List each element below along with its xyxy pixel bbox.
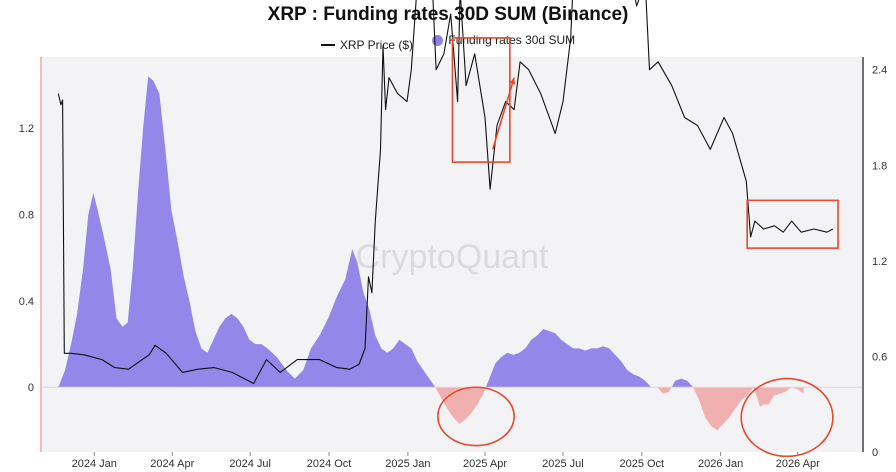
watermark: CryptoQuant (356, 238, 549, 276)
x-tick-label: 2025 Jan (385, 458, 430, 470)
annotation-box (451, 37, 511, 163)
legend-label-funding: Funding rates 30d SUM (448, 33, 576, 47)
x-tick-label: 2024 Apr (150, 458, 194, 470)
x-tick-label: 2024 Jul (229, 458, 271, 470)
annotation-arrow-head (509, 77, 516, 85)
y-left-tick-label: 1.2 (19, 123, 34, 135)
y-right-tick-label: 1.2 (872, 256, 887, 268)
funding-area-positive (58, 76, 804, 388)
x-tick-label: 2025 Apr (463, 458, 507, 470)
funding-area-negative (435, 387, 804, 431)
annotation-ellipse (437, 386, 515, 447)
legend-item-funding[interactable]: Funding rates 30d SUM (432, 33, 575, 47)
y-left-tick-label: 0.4 (19, 296, 34, 308)
legend-item-price[interactable]: XRP Price ($) (320, 37, 414, 52)
x-tick-label: 2024 Oct (307, 458, 352, 470)
x-tick-label: 2026 Apr (776, 458, 820, 470)
y-left-tick-label: 0.8 (19, 210, 34, 222)
annotation-box (746, 199, 839, 249)
price-line (57, 0, 834, 385)
annotation-arrow-shaft (491, 77, 515, 150)
y-left-tick-label: 0 (28, 382, 34, 394)
x-tick-label: 2024 Jan (72, 458, 117, 470)
legend-dot-swatch (432, 34, 444, 46)
legend-label-price: XRP Price ($) (339, 37, 414, 52)
y-right-tick-label: 0 (872, 447, 878, 459)
y-right-tick-label: 2.4 (872, 65, 887, 77)
legend: XRP Price ($) Funding rates 30d SUM (0, 33, 896, 52)
y-right-tick-label: 0.6 (872, 351, 887, 363)
y-right-tick-label: 1.8 (872, 160, 887, 172)
legend-line-swatch (320, 43, 335, 46)
x-tick-label: 2026 Jan (698, 458, 743, 470)
x-tick-label: 2025 Oct (619, 458, 664, 470)
chart-title: XRP : Funding rates 30D SUM (Binance) (267, 4, 629, 25)
x-tick-label: 2025 Jul (542, 458, 584, 470)
annotation-ellipse (740, 377, 834, 458)
